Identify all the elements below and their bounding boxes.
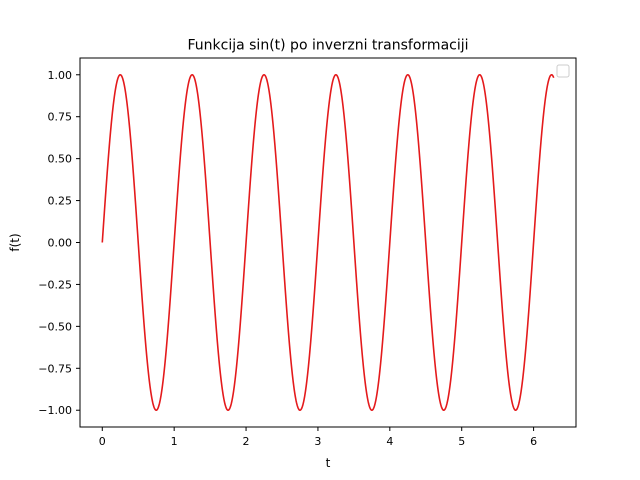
x-tick-label: 6 [530,435,537,448]
y-tick-label: 0.50 [48,153,73,166]
x-tick-label: 1 [171,435,178,448]
x-tick-label: 0 [99,435,106,448]
x-axis-label: t [326,456,331,470]
series-line-sin [101,73,555,412]
y-tick-label: −1.00 [38,404,72,417]
y-tick-label: 0.75 [48,111,73,124]
y-tick-label: −0.75 [38,362,72,375]
x-tick-label: 4 [386,435,393,448]
y-tick-label: −0.25 [38,278,72,291]
x-tick-label: 3 [314,435,321,448]
y-tick-label: −0.50 [38,320,72,333]
y-tick-label: 0.00 [48,237,73,250]
legend-box [556,64,570,78]
y-axis-ticks: −1.00 −0.75 −0.50 −0.25 0.00 0.25 0.50 0.75 1.00 [38,69,80,417]
x-tick-label: 2 [243,435,250,448]
y-axis-label: f(t) [8,233,22,251]
x-axis-ticks: 0 1 2 3 4 5 6 [99,427,537,448]
y-tick-label: 0.25 [48,195,73,208]
y-tick-label: 1.00 [48,69,73,82]
chart-title: Funkcija sin(t) po inverzni transformaci… [187,38,468,54]
plot-area [79,57,577,428]
x-tick-label: 5 [458,435,465,448]
